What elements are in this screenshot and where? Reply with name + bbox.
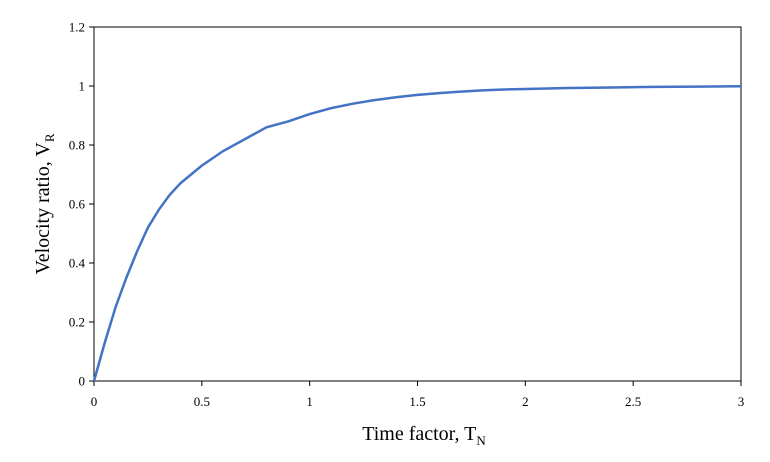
x-tick-label: 2.5	[625, 394, 641, 409]
x-tick-label: 2	[522, 394, 529, 409]
x-axis-ticks: 0 0.5 1 1.5 2 2.5 3	[91, 381, 745, 409]
y-tick-label: 0.2	[69, 315, 85, 330]
x-axis-title: Time factor, TN	[362, 423, 486, 448]
y-axis-title: Velocity ratio, VR	[32, 133, 57, 274]
y-tick-label: 0.4	[69, 256, 86, 271]
x-tick-label: 0	[91, 394, 98, 409]
x-tick-label: 3	[738, 394, 745, 409]
y-tick-label: 1.2	[69, 20, 85, 35]
y-axis-ticks: 0 0.2 0.4 0.6 0.8 1 1.2	[69, 20, 94, 389]
plot-area	[93, 26, 742, 382]
y-tick-label: 0	[79, 374, 86, 389]
x-tick-label: 1	[306, 394, 313, 409]
series-line	[92, 85, 742, 382]
x-tick-label: 1.5	[409, 394, 425, 409]
y-tick-label: 0.8	[69, 138, 85, 153]
y-tick-label: 1	[79, 79, 86, 94]
x-tick-label: 0.5	[194, 394, 210, 409]
y-tick-label: 0.6	[69, 197, 86, 212]
